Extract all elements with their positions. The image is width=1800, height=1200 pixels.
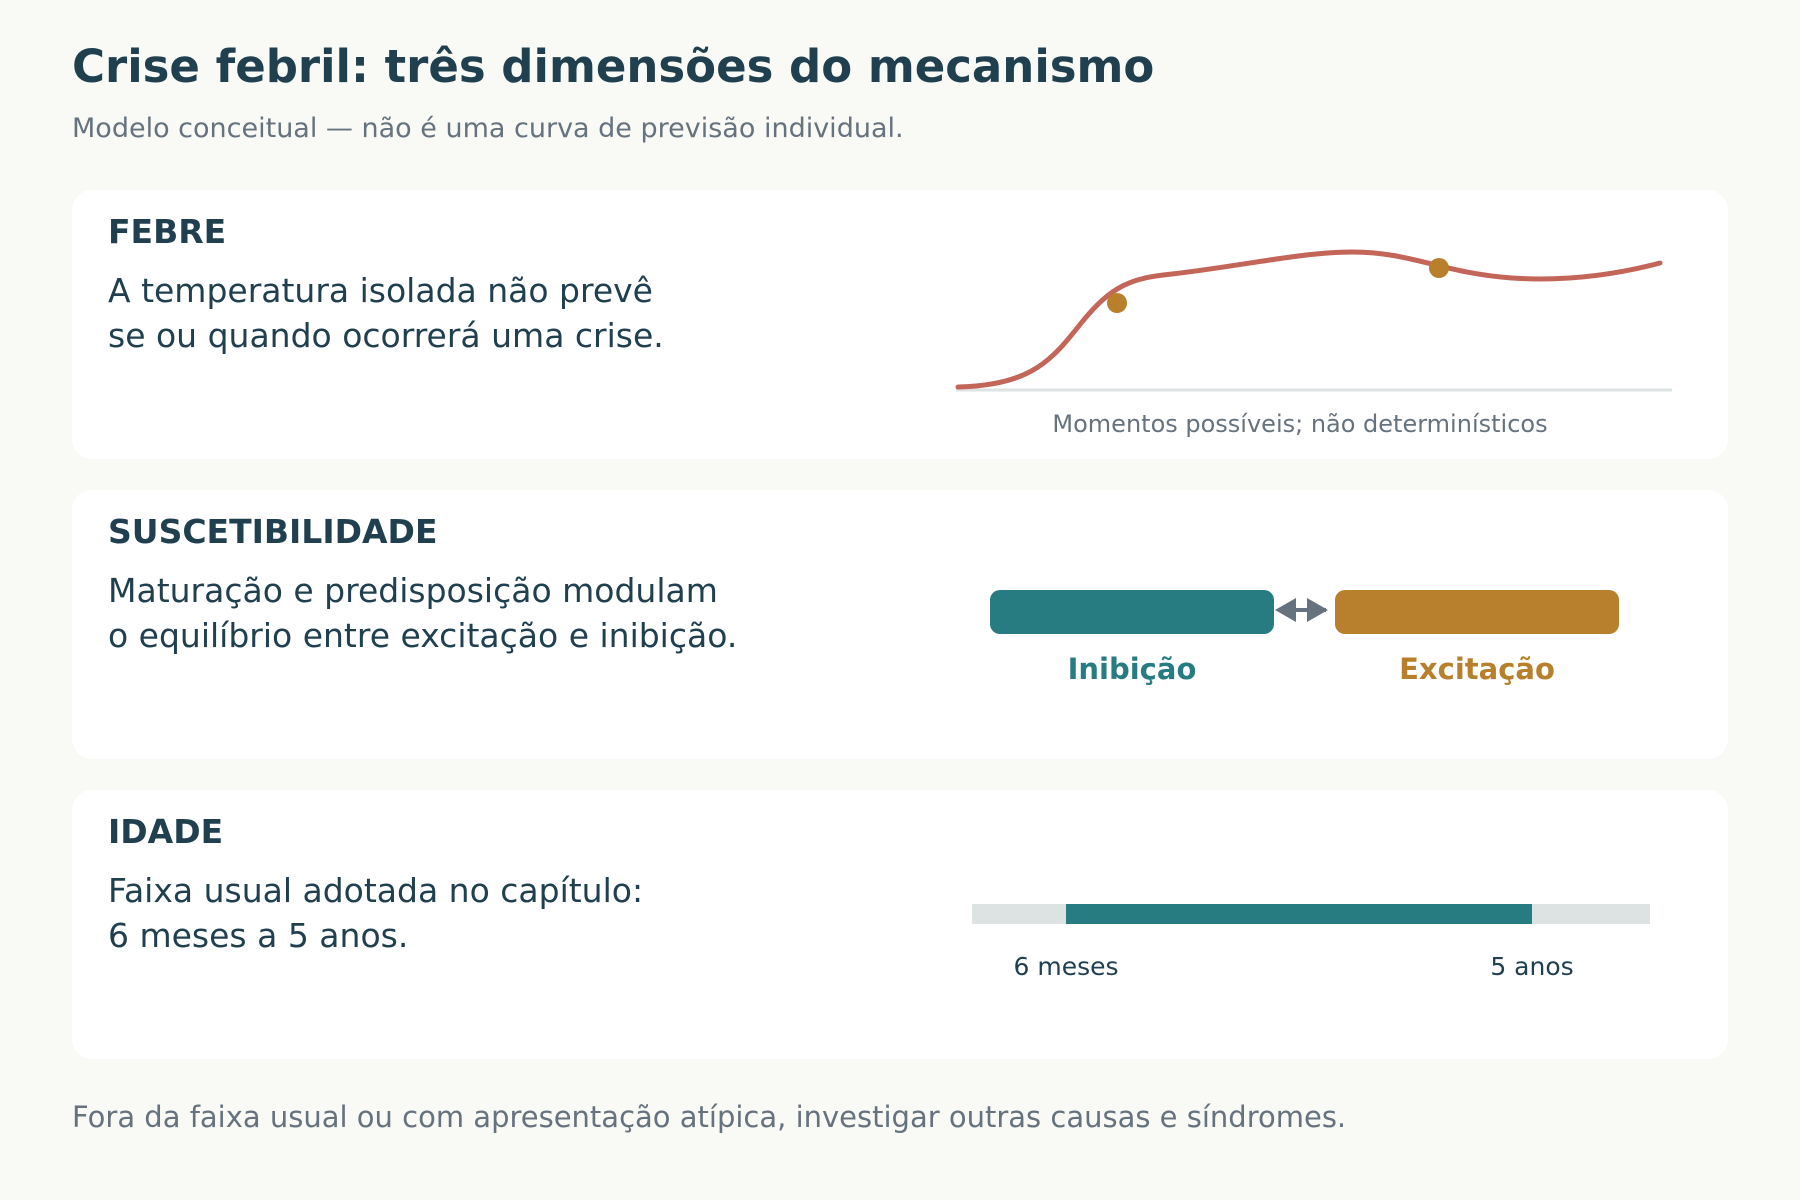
card-idade-text-line1: Faixa usual adotada no capítulo: — [108, 871, 644, 910]
card-idade: IDADE Faixa usual adotada no capítulo: 6… — [72, 790, 1728, 1059]
card-febre-text-line1: A temperatura isolada não prevê — [108, 271, 653, 310]
fever-moment-marker-1 — [1107, 293, 1127, 313]
card-suscetibilidade-label: SUSCETIBILIDADE — [108, 512, 438, 551]
page-subtitle: Modelo conceitual — não é uma curva de p… — [72, 113, 904, 144]
card-febre: FEBRE A temperatura isolada não prevê se… — [72, 190, 1728, 459]
age-range-start-label: 6 meses — [1013, 952, 1118, 981]
card-febre-text: A temperatura isolada não prevê se ou qu… — [108, 268, 664, 358]
age-range-diagram: 6 meses 5 anos — [972, 904, 1650, 981]
footer-note: Fora da faixa usual ou com apresentação … — [72, 1100, 1347, 1134]
fever-curve-diagram: Momentos possíveis; não determinísticos — [955, 249, 1672, 438]
card-idade-label: IDADE — [108, 812, 224, 851]
inhibition-bar — [990, 590, 1274, 634]
fever-curve — [955, 249, 1663, 390]
inhibition-label: Inibição — [1068, 652, 1197, 686]
card-suscetibilidade: SUSCETIBILIDADE Maturação e predisposiçã… — [72, 490, 1728, 759]
card-suscetibilidade-text: Maturação e predisposição modulam o equi… — [108, 568, 737, 658]
balance-arrow-icon — [1275, 598, 1328, 622]
card-idade-text-line2: 6 meses a 5 anos. — [108, 916, 409, 955]
card-suscetibilidade-text-line1: Maturação e predisposição modulam — [108, 571, 718, 610]
fever-caption: Momentos possíveis; não determinísticos — [1052, 410, 1547, 438]
page-title: Crise febril: três dimensões do mecanism… — [72, 40, 1155, 93]
age-range-end-label: 5 anos — [1490, 952, 1573, 981]
card-idade-text: Faixa usual adotada no capítulo: 6 meses… — [108, 868, 643, 958]
fever-moment-marker-2 — [1429, 258, 1449, 278]
excitation-bar — [1335, 590, 1619, 634]
card-suscetibilidade-text-line2: o equilíbrio entre excitação e inibição. — [108, 616, 738, 655]
balance-diagram: Inibição Excitação — [990, 590, 1619, 686]
card-febre-label: FEBRE — [108, 212, 227, 251]
excitation-label: Excitação — [1399, 652, 1555, 686]
card-febre-text-line2: se ou quando ocorrerá uma crise. — [108, 316, 664, 355]
age-usual-range — [1066, 904, 1532, 924]
